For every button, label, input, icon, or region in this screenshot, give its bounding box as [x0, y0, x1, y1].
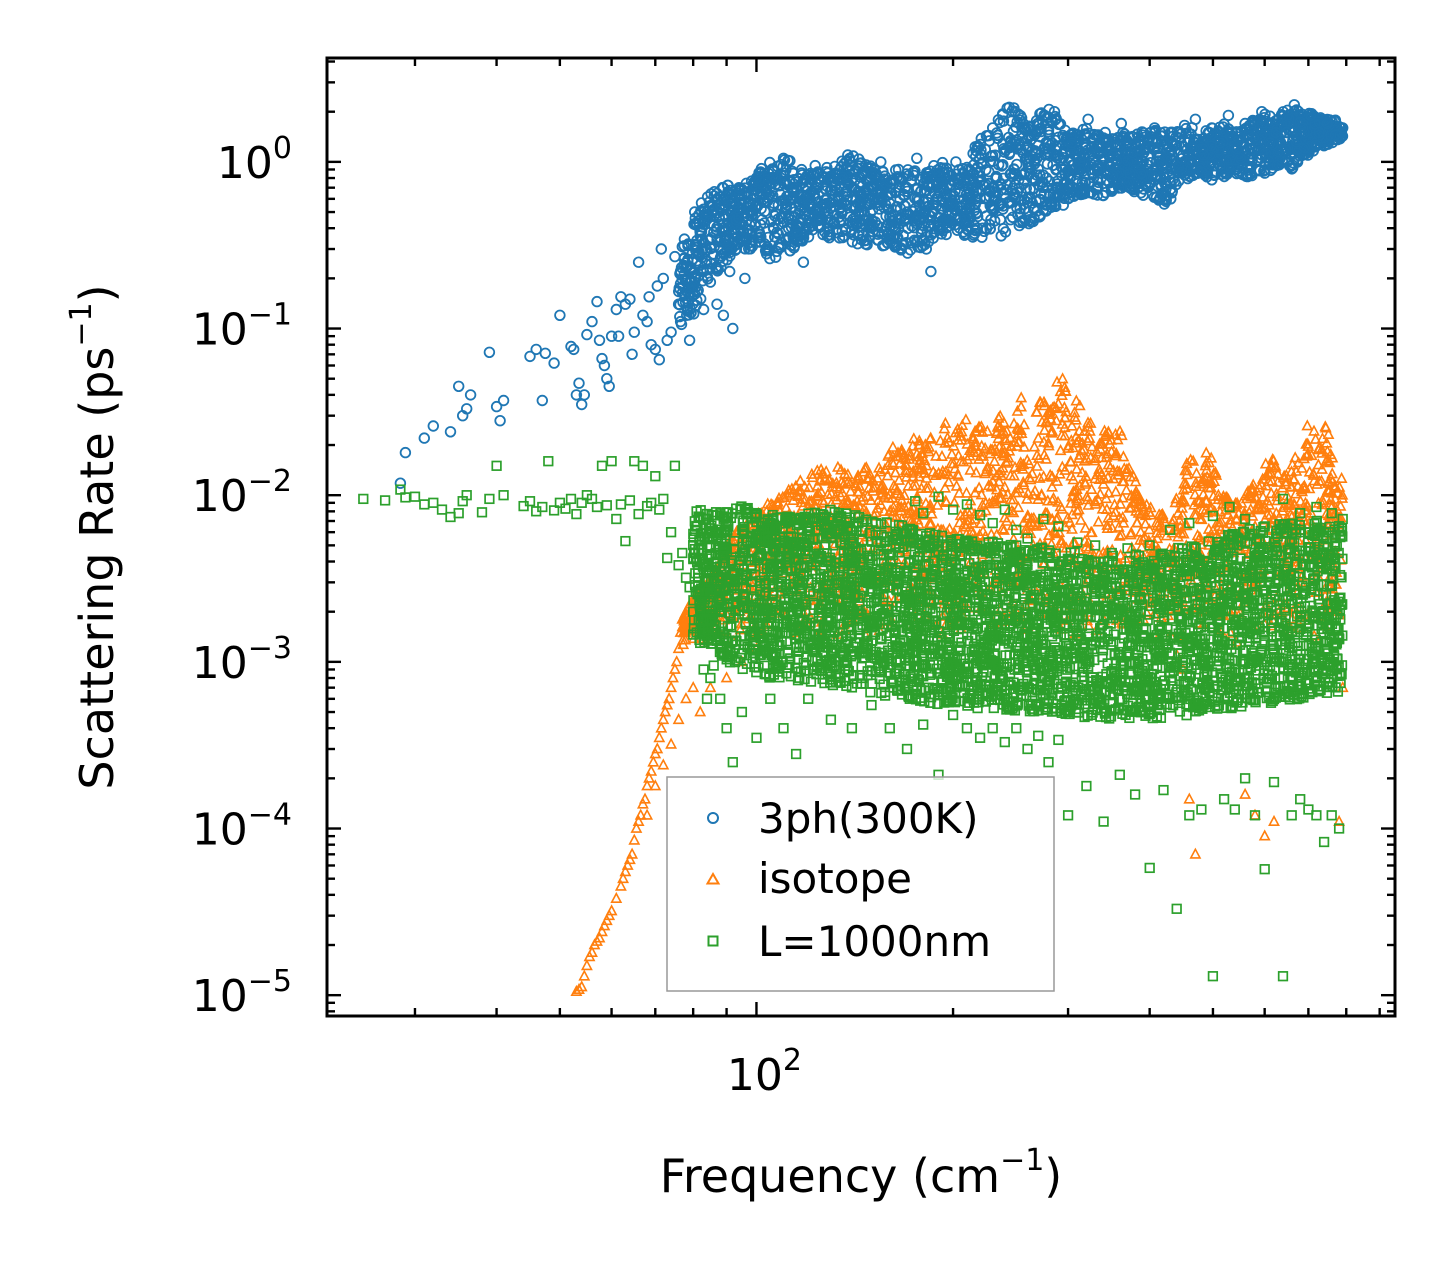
- triangle-point: [653, 731, 666, 743]
- triangle-point: [645, 764, 658, 776]
- triangle-point: [655, 721, 668, 733]
- circle-point: [657, 272, 670, 285]
- circle-point: [655, 243, 668, 255]
- circle-point: [1189, 113, 1202, 126]
- triangle-point: [1015, 391, 1028, 403]
- triangle-point: [925, 507, 938, 519]
- circle-point: [576, 398, 588, 411]
- circle-point: [536, 394, 549, 407]
- triangle-point: [623, 853, 636, 865]
- circle-point: [643, 291, 655, 303]
- triangle-point: [670, 655, 683, 667]
- circle-point: [628, 326, 641, 338]
- circle-point: [727, 322, 739, 335]
- circle-point: [674, 310, 686, 323]
- triangle-point: [605, 904, 618, 916]
- circle-point: [483, 346, 496, 359]
- triangle-point: [610, 891, 623, 904]
- triangle-point: [945, 447, 958, 459]
- circle-point: [665, 326, 677, 338]
- circle-point: [539, 347, 552, 360]
- triangle-point: [1139, 517, 1152, 529]
- circle-point: [1082, 113, 1094, 126]
- circle-point: [724, 265, 736, 278]
- triangle-point: [1028, 440, 1041, 452]
- triangle-point: [621, 858, 634, 870]
- circle-point: [1050, 164, 1062, 176]
- circle-point: [1222, 109, 1235, 122]
- triangle-point: [1065, 419, 1078, 431]
- triangle-point: [1092, 515, 1105, 527]
- circle-point: [427, 420, 440, 432]
- circle-point: [653, 354, 666, 366]
- circle-point: [418, 432, 431, 444]
- circle-point: [453, 380, 465, 393]
- circle-point: [399, 446, 412, 459]
- circle-point: [997, 115, 1010, 127]
- circle-point: [593, 334, 606, 347]
- triangle-point: [1059, 463, 1072, 475]
- circle-point: [674, 315, 687, 328]
- triangle-point: [661, 698, 674, 710]
- triangle-point: [632, 814, 645, 827]
- circle-point: [632, 256, 645, 268]
- circle-point: [626, 348, 638, 361]
- triangle-point: [596, 925, 608, 937]
- triangle-point: [886, 440, 899, 452]
- triangle-point: [1301, 419, 1314, 431]
- triangle-point: [1200, 446, 1213, 458]
- circle-point: [464, 389, 477, 401]
- triangle-point: [1046, 480, 1059, 492]
- series-layer: [358, 99, 1349, 997]
- triangle-point: [647, 755, 660, 767]
- triangle-point: [619, 865, 632, 877]
- circle-point: [581, 328, 593, 341]
- circle-point: [554, 309, 566, 322]
- circle-point: [394, 477, 407, 489]
- triangle-point: [1074, 513, 1087, 525]
- series-3ph-300k-: [394, 99, 1349, 489]
- circle-point: [610, 303, 623, 316]
- triangle-point: [598, 919, 611, 931]
- circle-point: [697, 303, 710, 316]
- triangle-point: [667, 671, 679, 683]
- circle-point: [591, 295, 603, 308]
- triangle-point: [924, 431, 937, 443]
- circle-point: [711, 298, 723, 310]
- triangle-point: [939, 481, 952, 493]
- circle-point: [530, 343, 542, 356]
- triangle-point: [960, 486, 973, 498]
- triangle-point: [959, 413, 972, 425]
- triangle-point: [628, 833, 641, 845]
- circle-point: [875, 156, 887, 168]
- circle-point: [1115, 117, 1128, 130]
- circle-point: [717, 309, 730, 322]
- circle-point: [548, 357, 560, 369]
- circle-point: [497, 394, 510, 407]
- circle-point: [586, 315, 598, 328]
- triangle-point: [1189, 488, 1201, 500]
- circle-point: [683, 334, 696, 347]
- circle-point: [444, 426, 457, 438]
- triangle-point: [626, 847, 639, 859]
- circle-point: [995, 230, 1007, 242]
- circle-point: [612, 330, 625, 342]
- triangle-point: [665, 681, 678, 693]
- triangle-point: [794, 474, 807, 486]
- circle-point: [911, 152, 923, 165]
- triangle-point: [663, 692, 676, 704]
- circle-point: [797, 256, 810, 268]
- triangle-point: [578, 969, 591, 981]
- triangle-point: [1335, 471, 1348, 484]
- circle-point: [669, 250, 681, 263]
- circle-point: [573, 377, 585, 389]
- circle-point: [494, 415, 506, 427]
- circle-point: [925, 265, 937, 278]
- triangle-point: [580, 959, 593, 971]
- circle-point: [739, 272, 751, 285]
